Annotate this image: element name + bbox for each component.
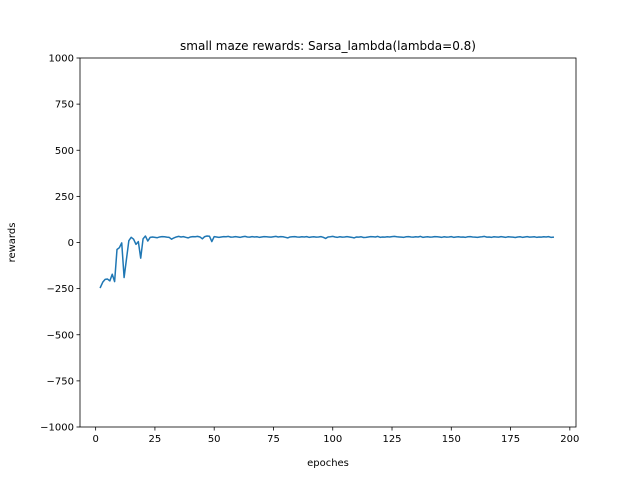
rewards-series-line [99,235,555,289]
y-axis-label: rewards [7,223,18,263]
x-axis-ticks: 0 25 50 75 100 125 150 175 200 [92,427,579,445]
plot-area [99,235,555,289]
x-tick-label: 175 [501,434,520,445]
y-tick-label: −500 [47,330,74,341]
x-axis-label: epoches [307,458,349,469]
x-tick-label: 25 [149,434,162,445]
chart-title: small maze rewards: Sarsa_lambda(lambda=… [180,39,476,53]
x-tick-label: 0 [92,434,98,445]
x-tick-label: 125 [382,434,401,445]
y-tick-label: 750 [55,100,74,111]
x-tick-label: 75 [267,434,280,445]
y-tick-label: 500 [55,146,74,157]
y-tick-label: −1000 [40,423,74,434]
y-tick-label: 1000 [49,54,74,65]
x-tick-label: 50 [208,434,221,445]
x-tick-label: 150 [442,434,461,445]
y-tick-label: −750 [47,376,74,387]
axes-frame [79,57,577,428]
y-tick-label: −250 [47,284,74,295]
x-tick-label: 100 [323,434,342,445]
x-tick-label: 200 [560,434,579,445]
y-tick-label: 0 [68,238,74,249]
y-axis-ticks: −1000 −750 −500 −250 0 250 500 750 1000 [40,54,80,434]
y-tick-label: 250 [55,192,74,203]
